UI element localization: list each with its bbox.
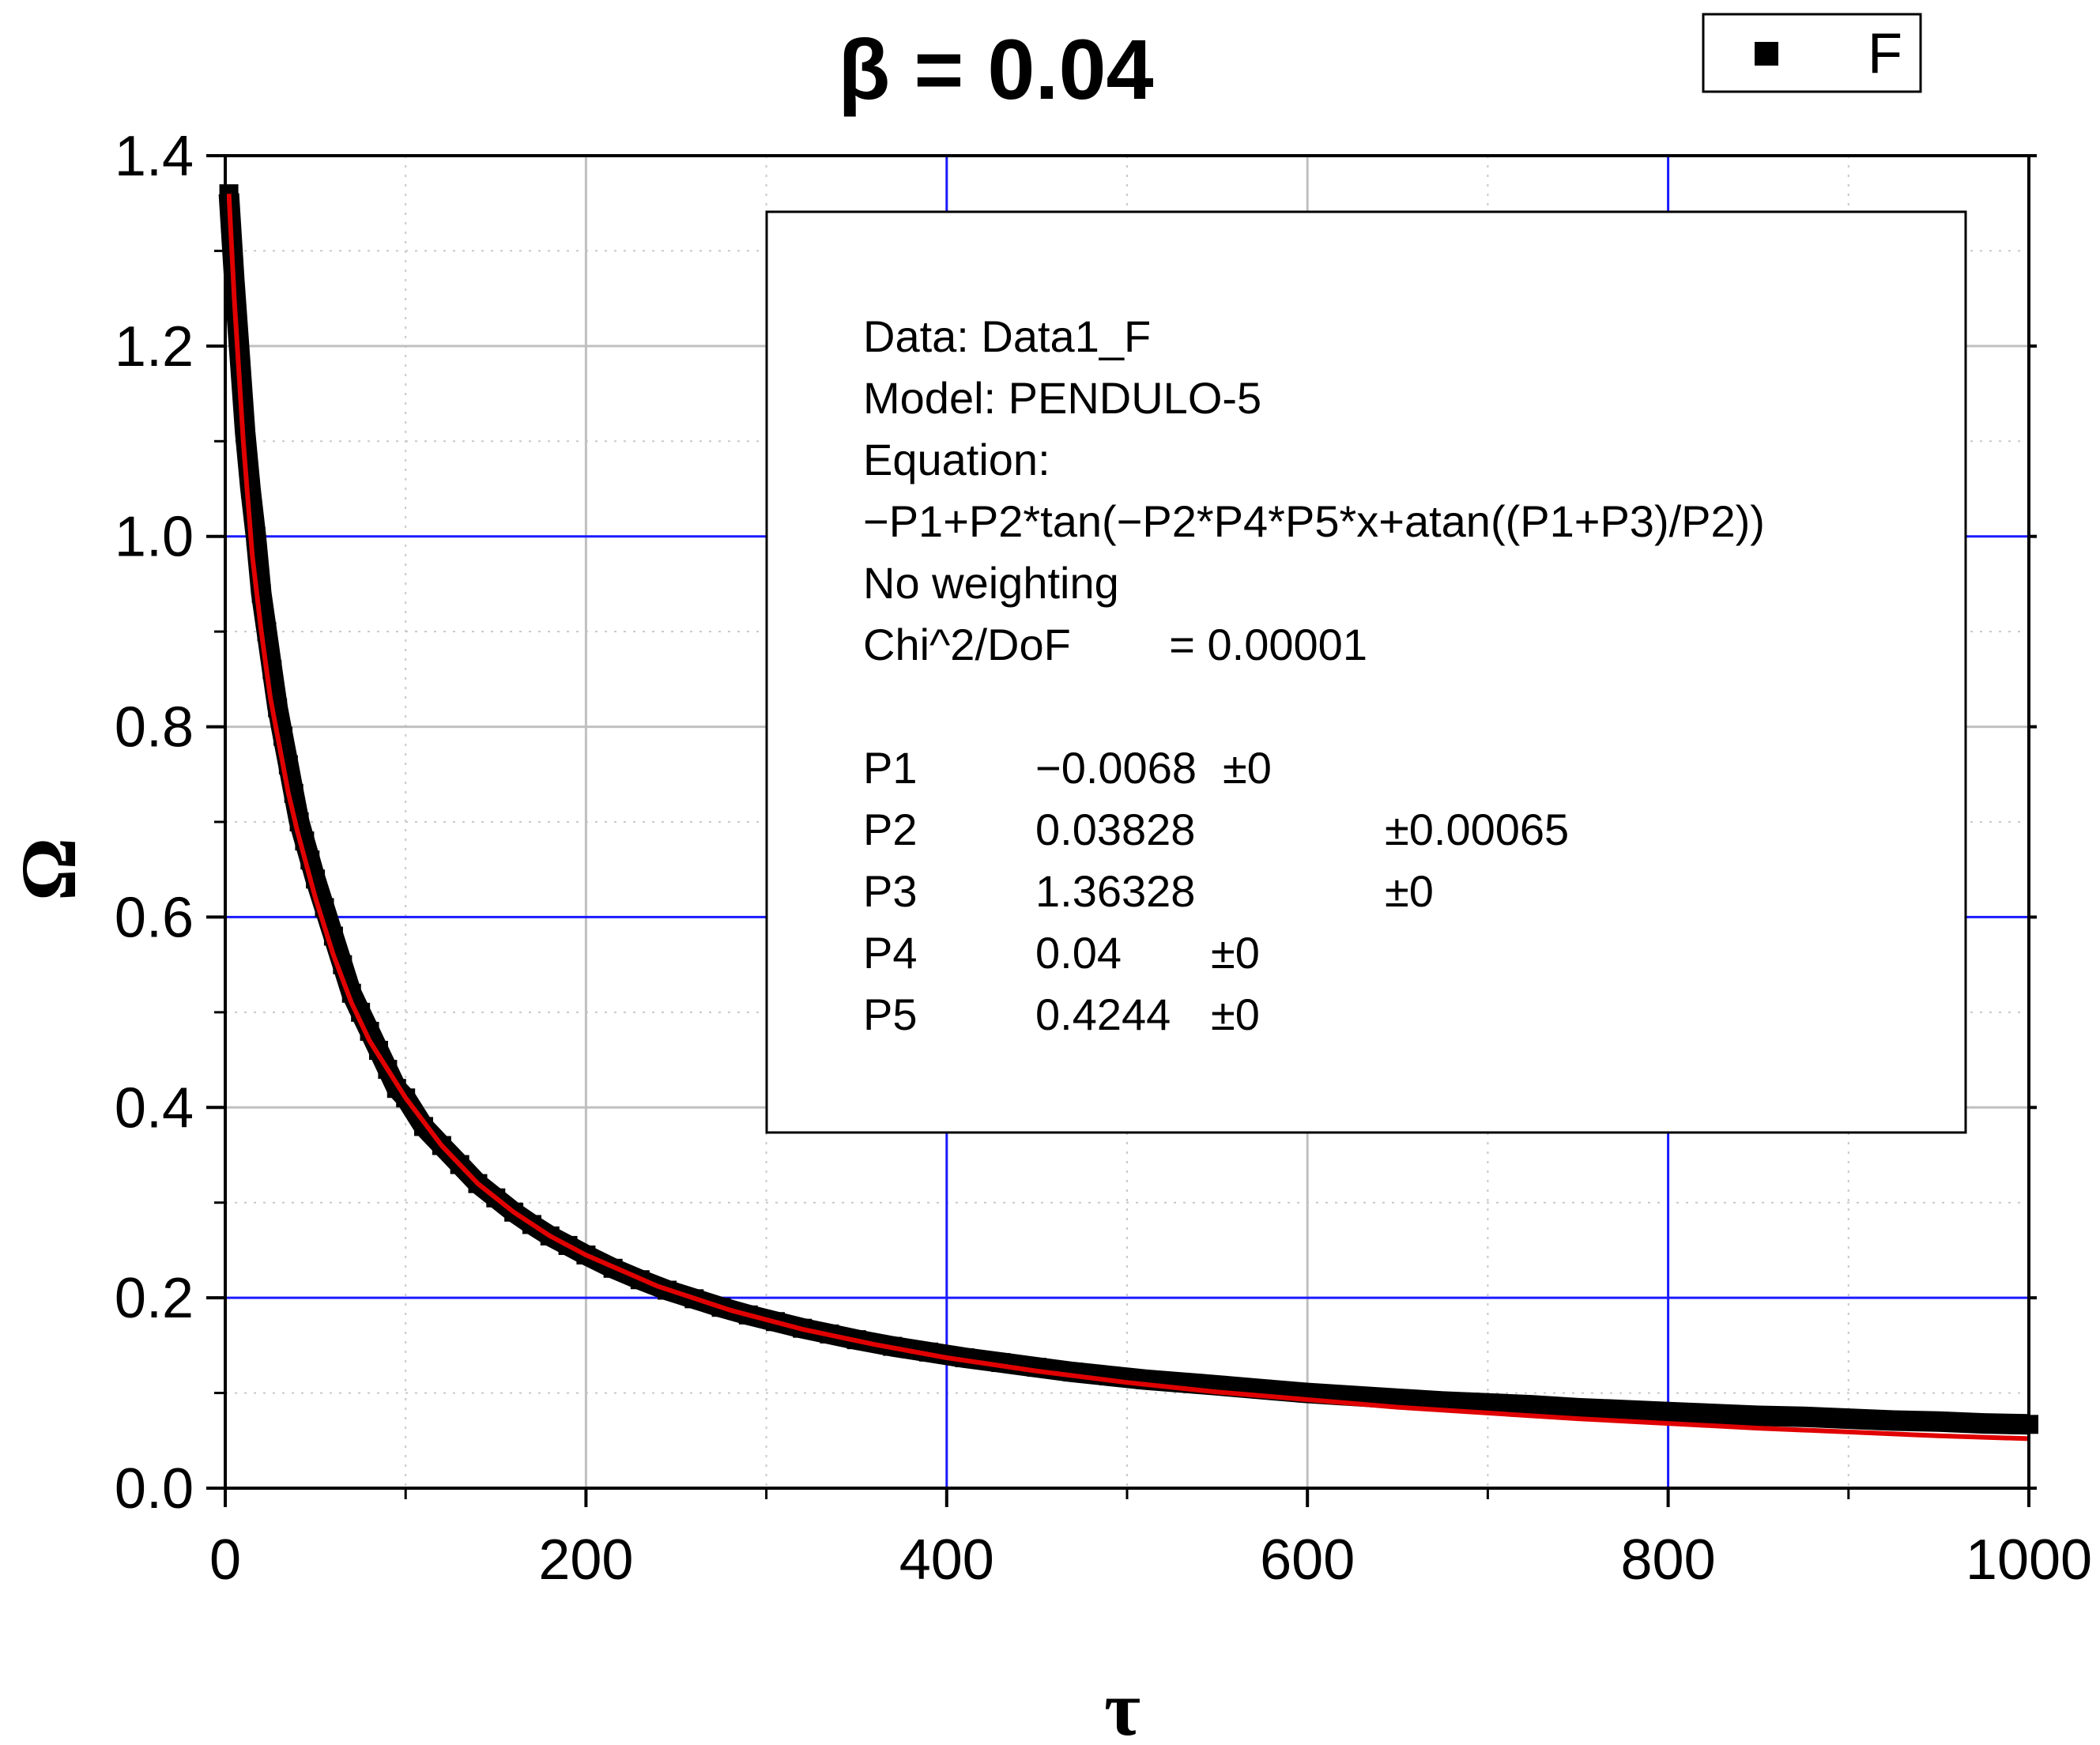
y-tick-label: 0.4: [115, 1076, 194, 1140]
param-name: P1: [863, 743, 918, 793]
x-tick-label: 200: [538, 1528, 633, 1592]
y-tick-label: 0.2: [115, 1267, 194, 1330]
fit-info-line: Equation:: [863, 435, 1050, 484]
legend: F: [1702, 13, 1922, 93]
param-error: ±0: [1211, 989, 1260, 1039]
fit-curve: [226, 194, 2030, 1442]
param-name: P2: [863, 805, 918, 854]
fit-info-line: Data: Data1_F: [863, 311, 1151, 361]
param-name: P4: [863, 928, 918, 978]
series: [218, 184, 2038, 1442]
param-name: P5: [863, 989, 918, 1039]
param-error: ±0: [1211, 928, 1260, 978]
fit-results-frame: [765, 210, 1967, 1134]
param-value: −0.0068: [1035, 743, 1197, 793]
fit-results-text: Data: Data1_F Model: PENDULO-5 Equation: −P…: [863, 311, 1765, 1039]
fit-info-line: No weighting: [863, 558, 1119, 608]
ticks: 0 200 400 600 800 1000 0.0 0.2 0.4 0.6 0.8 1.0 1.2 1.…: [115, 125, 2092, 1592]
fit-info-line: Model: PENDULO-5: [863, 373, 1261, 423]
x-axis-label: τ: [1104, 1664, 1140, 1745]
x-tick-label: 800: [1621, 1528, 1716, 1592]
param-value: 0.03828: [1035, 805, 1195, 854]
y-tick-label: 0.0: [115, 1457, 194, 1521]
legend-marker-square: [1755, 42, 1778, 66]
y-axis-label: Ω: [5, 838, 92, 901]
y-tick-label: 0.6: [115, 886, 194, 949]
y-tick-label: 1.0: [115, 506, 194, 569]
x-tick-label: 0: [209, 1528, 241, 1592]
param-value: 1.36328: [1035, 866, 1195, 916]
fit-results-box: Data: Data1_F Model: PENDULO-5 Equation: −P…: [765, 210, 1967, 1134]
y-tick-label: 1.2: [115, 315, 194, 379]
x-tick-label: 1000: [1966, 1528, 2092, 1592]
param-error: ±0: [1385, 866, 1434, 916]
x-tick-label: 400: [899, 1528, 994, 1592]
param-error: ±0.00065: [1385, 805, 1569, 854]
legend-box: [1702, 13, 1922, 93]
fit-info-line: Chi^2/DoF = 0.00001: [863, 620, 1367, 669]
param-name: P3: [863, 866, 918, 916]
y-tick-label: 0.8: [115, 696, 194, 759]
param-value: 0.4244: [1035, 989, 1171, 1039]
fit-info-line: −P1+P2*tan(−P2*P4*P5*x+atan((P1+P3)/P2)): [863, 496, 1765, 546]
param-error: ±0: [1223, 743, 1272, 793]
param-value: 0.04: [1035, 928, 1122, 978]
chart-title: β = 0.04: [838, 21, 1153, 117]
legend-label: F: [1868, 22, 1902, 85]
x-tick-label: 600: [1260, 1528, 1355, 1592]
y-tick-label: 1.4: [115, 125, 194, 188]
